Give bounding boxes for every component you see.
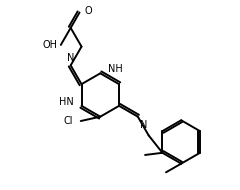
- Text: Cl: Cl: [63, 116, 73, 126]
- Text: N: N: [140, 120, 147, 130]
- Text: N: N: [67, 53, 74, 63]
- Text: OH: OH: [43, 40, 58, 50]
- Text: O: O: [84, 6, 92, 16]
- Text: HN: HN: [59, 97, 74, 107]
- Text: NH: NH: [108, 64, 123, 74]
